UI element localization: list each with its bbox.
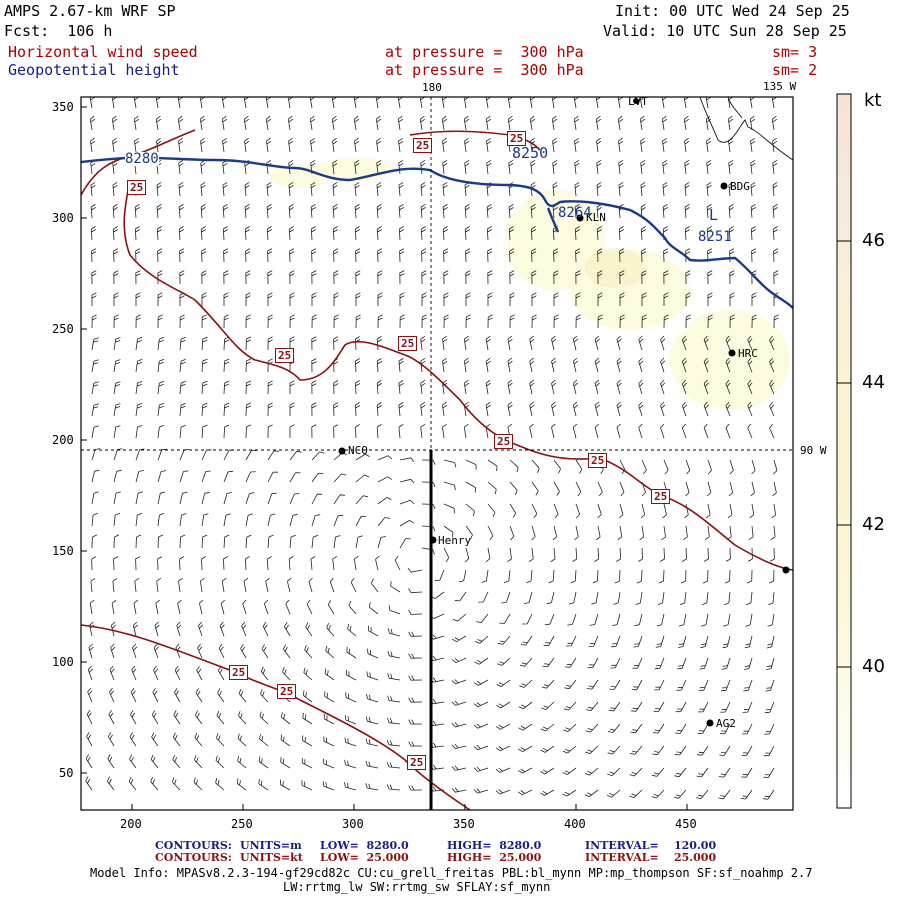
speed-label: 25	[588, 453, 608, 468]
colorbar-unit: kt	[864, 90, 882, 111]
station-kln: KLN	[586, 211, 606, 224]
station-nco: NCO	[348, 444, 368, 457]
forecast-hour: Fcst: 106 h	[4, 22, 113, 40]
colorbar-label-40: 40	[862, 656, 885, 677]
meridian-135w-label: 135 W	[763, 80, 797, 93]
wind-barb-path	[85, 97, 779, 800]
colorbar-label-44: 44	[862, 372, 885, 393]
coastline	[699, 97, 793, 161]
y-tick-label: 100	[52, 655, 74, 669]
axis-ticks	[81, 106, 688, 810]
model-info-line-1: Model Info: MPASv8.2.3-194-gf29cd82c CU:…	[90, 866, 813, 880]
field-1-level: at pressure = 300 hPa	[385, 43, 584, 61]
colorbar-label-42: 42	[862, 514, 885, 535]
y-tick-label: 250	[52, 322, 74, 336]
field-2-name: Geopotential height	[8, 61, 180, 79]
height-contour	[81, 156, 793, 309]
speed-label: 25	[413, 138, 433, 153]
valid-time: Valid: 10 UTC Sun 28 Sep 25	[603, 22, 847, 40]
model-title: AMPS 2.67-km WRF SP	[4, 2, 176, 20]
station-markers	[338, 98, 790, 727]
speed-label: 25	[651, 489, 671, 504]
parallel-90w-label: 90 W	[800, 444, 827, 457]
speed-label: 25	[275, 348, 295, 363]
speed-label: 25	[398, 336, 418, 351]
footer-height-units: UNITS=m	[240, 839, 302, 852]
plot-frame	[80, 96, 794, 811]
station-henry: Henry	[438, 534, 472, 547]
y-tick-label: 150	[52, 544, 74, 558]
height-label-8251: 8251	[698, 229, 732, 245]
x-tick-label: 200	[120, 817, 142, 831]
station-ag2: AG2	[716, 717, 736, 730]
footer-speed-interval: INTERVAL= 25.000	[585, 851, 717, 864]
field-1-smoothing: sm= 3	[772, 43, 818, 61]
speed-label: 25	[494, 434, 514, 449]
wind-barbs	[85, 97, 779, 800]
speed-label: 25	[127, 180, 147, 195]
x-tick-label: 450	[675, 817, 697, 831]
colorbar-label-46: 46	[862, 230, 885, 251]
footer-speed-low: LOW= 25.000	[320, 851, 409, 864]
meridian-180-label: 180	[422, 81, 442, 94]
x-tick-label: 250	[231, 817, 253, 831]
y-tick-label: 200	[52, 433, 74, 447]
speed-label: 25	[277, 684, 297, 699]
station-hrc: HRC	[738, 347, 758, 360]
footer-height-low: LOW= 8280.0	[320, 839, 409, 852]
footer-speed-high: HIGH= 25.000	[447, 851, 542, 864]
footer-speed-contours: CONTOURS:	[155, 851, 232, 864]
init-time: Init: 00 UTC Wed 24 Sep 25	[615, 2, 850, 20]
footer-height-interval: INTERVAL= 120.00	[585, 839, 717, 852]
footer-height-high: HIGH= 8280.0	[447, 839, 542, 852]
speed-label: 25	[507, 131, 527, 146]
x-tick-label: 400	[564, 817, 586, 831]
field-2-smoothing: sm= 2	[772, 61, 818, 79]
graticule	[81, 97, 793, 451]
y-tick-label: 50	[59, 766, 74, 780]
low-marker: L	[709, 206, 719, 224]
y-tick-label: 350	[52, 100, 74, 114]
field-1-name: Horizontal wind speed	[8, 43, 198, 61]
x-tick-label: 350	[453, 817, 475, 831]
footer-height-contours: CONTOURS:	[155, 839, 232, 852]
height-label-8264: 8264	[558, 205, 592, 221]
height-label-8250: 8250	[512, 144, 549, 162]
wind-speed-shading	[270, 158, 790, 410]
footer-speed-units: UNITS=kt	[240, 851, 303, 864]
station-lvt: LVT	[628, 95, 648, 108]
height-label-8280: 8280	[125, 151, 159, 167]
station-bdg: BDG	[730, 180, 750, 193]
model-info-line-2: LW:rrtmg_lw SW:rrtmg_sw SFLAY:sf_mynn	[283, 880, 551, 894]
x-tick-label: 300	[342, 817, 364, 831]
speed-label: 25	[229, 665, 249, 680]
field-2-level: at pressure = 300 hPa	[385, 61, 584, 79]
speed-label: 25	[407, 755, 427, 770]
y-tick-label: 300	[52, 211, 74, 225]
